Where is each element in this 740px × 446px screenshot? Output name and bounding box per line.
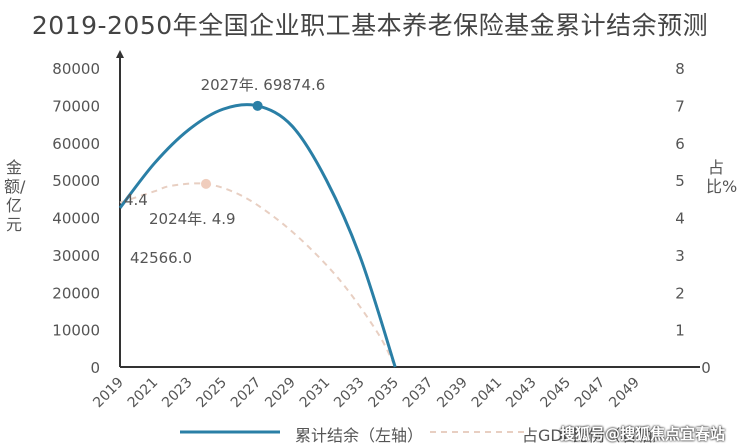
x-tick-label: 2045 bbox=[538, 375, 575, 412]
y-tick-left-label: 70000 bbox=[52, 97, 100, 115]
peak-ratio-label: 2024年. 4.9 bbox=[149, 210, 236, 228]
x-tick-label: 2027 bbox=[228, 375, 265, 412]
y-tick-right-label: 2 bbox=[675, 284, 685, 302]
y-tick-left-label: 40000 bbox=[52, 210, 100, 228]
y-tick-left-label: 80000 bbox=[52, 60, 100, 78]
x-tick-label: 2031 bbox=[297, 375, 334, 412]
y-tick-right-label: 0 bbox=[701, 359, 711, 377]
legend-label-gdp-ratio: 占GDP比例（右轴） bbox=[522, 426, 669, 445]
series-line-balance bbox=[118, 103, 397, 368]
x-tick-label: 2041 bbox=[469, 375, 506, 412]
watermark: 搜狐号@搜狐焦点宜春站 bbox=[560, 425, 726, 443]
y-tick-left-label: 60000 bbox=[52, 135, 100, 153]
y-tick-left-label: 30000 bbox=[52, 247, 100, 265]
peak-balance-marker bbox=[252, 100, 263, 111]
x-tick-label: 2047 bbox=[572, 375, 609, 412]
start-balance-label: 42566.0 bbox=[130, 249, 192, 267]
x-tick-label: 2033 bbox=[331, 375, 368, 412]
chart-title: 2019-2050年全国企业职工基本养老保险基金累计结余预测 bbox=[31, 11, 709, 40]
x-tick-label: 2029 bbox=[262, 375, 299, 412]
x-tick-label: 2025 bbox=[194, 375, 231, 412]
series-line-gdp-ratio bbox=[119, 182, 397, 368]
x-tick-label: 2037 bbox=[400, 375, 437, 412]
y-tick-right-label: 3 bbox=[675, 247, 685, 265]
y-tick-left-label: 20000 bbox=[52, 284, 100, 302]
y-tick-right-label: 8 bbox=[675, 60, 685, 78]
y-tick-right-label: 7 bbox=[675, 97, 685, 115]
x-tick-label: 2049 bbox=[606, 375, 643, 412]
peak-balance-label: 2027年. 69874.6 bbox=[201, 76, 326, 94]
start-ratio-label: 4.4 bbox=[124, 191, 148, 209]
y-tick-right-label: 4 bbox=[675, 210, 685, 228]
x-tick-label: 2021 bbox=[125, 375, 162, 412]
x-tick-label: 2019 bbox=[90, 375, 127, 412]
y-tick-left-label: 10000 bbox=[52, 322, 100, 340]
x-tick-label: 2039 bbox=[434, 375, 471, 412]
y-tick-right-label: 6 bbox=[675, 135, 685, 153]
y-tick-right-label: 1 bbox=[675, 322, 685, 340]
legend-label-balance: 累计结余（左轴） bbox=[295, 426, 424, 445]
x-tick-label: 2023 bbox=[159, 375, 196, 412]
legend-swatch-balance bbox=[180, 430, 280, 434]
x-tick-label: 2043 bbox=[503, 375, 540, 412]
x-tick-label: 2035 bbox=[366, 375, 403, 412]
legend: 累计结余（左轴） 占GDP比例（右轴） bbox=[0, 422, 740, 445]
y-tick-left-label: 0 bbox=[90, 359, 100, 377]
y-tick-left-label: 50000 bbox=[52, 172, 100, 190]
left-axis-label: 金额/亿元 bbox=[4, 158, 26, 234]
peak-ratio-marker bbox=[201, 178, 211, 189]
y-axis-arrow bbox=[116, 50, 124, 58]
y-tick-right-label: 5 bbox=[675, 172, 685, 190]
legend-swatch-gdp-ratio bbox=[430, 431, 530, 433]
